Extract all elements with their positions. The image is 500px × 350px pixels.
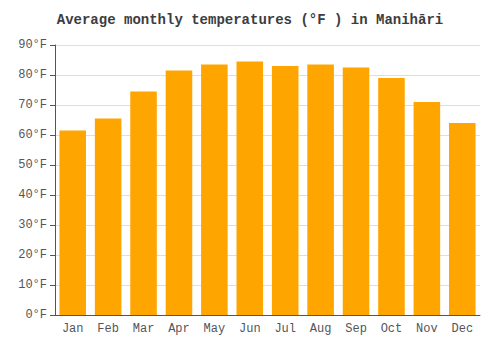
svg-text:Oct: Oct bbox=[381, 322, 403, 336]
svg-text:Sep: Sep bbox=[345, 322, 367, 336]
svg-text:90°F: 90°F bbox=[18, 38, 47, 52]
svg-text:20°F: 20°F bbox=[18, 248, 47, 262]
svg-text:Average monthly temperatures (: Average monthly temperatures (°F ) in Ma… bbox=[57, 12, 443, 28]
svg-text:40°F: 40°F bbox=[18, 188, 47, 202]
svg-text:80°F: 80°F bbox=[18, 68, 47, 82]
svg-text:Jan: Jan bbox=[62, 322, 84, 336]
svg-text:Jul: Jul bbox=[274, 322, 296, 336]
svg-text:70°F: 70°F bbox=[18, 98, 47, 112]
svg-text:Jun: Jun bbox=[239, 322, 261, 336]
svg-text:Dec: Dec bbox=[451, 322, 473, 336]
svg-text:Apr: Apr bbox=[168, 322, 190, 336]
svg-text:Nov: Nov bbox=[416, 322, 438, 336]
svg-text:May: May bbox=[204, 322, 226, 336]
svg-text:50°F: 50°F bbox=[18, 158, 47, 172]
svg-text:60°F: 60°F bbox=[18, 128, 47, 142]
svg-text:30°F: 30°F bbox=[18, 218, 47, 232]
svg-text:Aug: Aug bbox=[310, 322, 332, 336]
svg-text:0°F: 0°F bbox=[25, 308, 47, 322]
svg-text:10°F: 10°F bbox=[18, 278, 47, 292]
svg-text:Mar: Mar bbox=[133, 322, 155, 336]
svg-text:Feb: Feb bbox=[97, 322, 119, 336]
